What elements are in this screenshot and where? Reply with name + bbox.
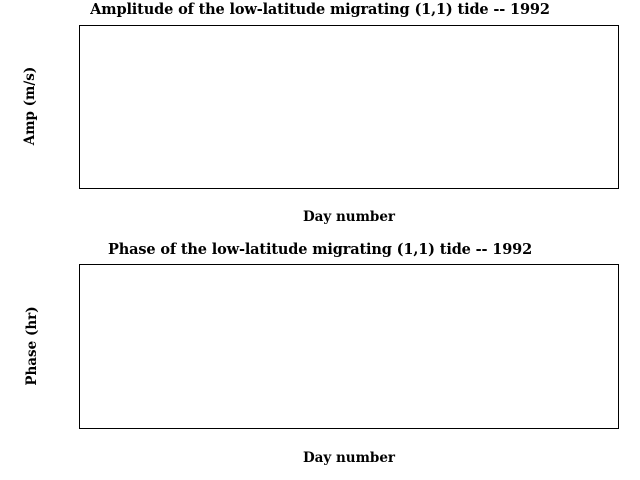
phase-x-tick-labels [79, 433, 619, 451]
amplitude-panel: Amplitude of the low-latitude migrating … [22, 1, 619, 225]
amplitude-x-axis-title: Day number [302, 209, 396, 225]
phase-chart-title: Phase of the low-latitude migrating (1,1… [107, 241, 533, 258]
amplitude-chart-title: Amplitude of the low-latitude migrating … [90, 1, 550, 18]
phase-plot-frame [79, 264, 619, 429]
phase-data-points [79, 264, 619, 429]
amplitude-data-points [79, 25, 619, 189]
phase-y-axis-title: Phase (hr) [24, 306, 40, 386]
phase-panel: Phase of the low-latitude migrating (1,1… [0, 240, 640, 480]
phase-x-axis-title: Day number [302, 450, 396, 466]
amplitude-y-axis-title: Amp (m/s) [22, 66, 38, 146]
amplitude-plot-frame [79, 25, 619, 189]
